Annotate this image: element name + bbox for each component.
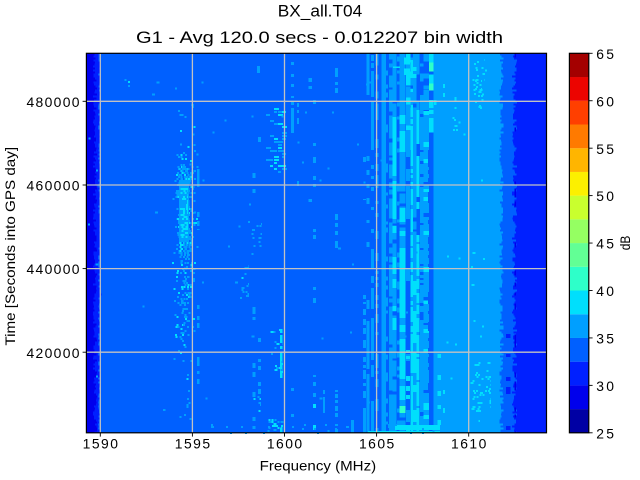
svg-text:60: 60 — [596, 93, 614, 109]
svg-text:40: 40 — [596, 283, 614, 299]
svg-text:55: 55 — [596, 141, 614, 157]
svg-text:35: 35 — [596, 331, 614, 347]
svg-text:1605: 1605 — [359, 435, 395, 451]
svg-text:1600: 1600 — [267, 435, 303, 451]
svg-text:460000: 460000 — [27, 178, 80, 194]
svg-text:1590: 1590 — [83, 435, 119, 451]
svg-text:420000: 420000 — [27, 345, 80, 361]
svg-text:1610: 1610 — [451, 435, 487, 451]
svg-text:BX_all.T04: BX_all.T04 — [278, 2, 363, 21]
svg-text:G1 - Avg 120.0 secs - 0.012207: G1 - Avg 120.0 secs - 0.012207 bin width — [136, 28, 503, 47]
svg-text:1595: 1595 — [175, 435, 211, 451]
svg-text:Time [Seconds into GPS day]: Time [Seconds into GPS day] — [2, 147, 18, 346]
svg-text:480000: 480000 — [27, 94, 80, 110]
svg-text:440000: 440000 — [27, 261, 80, 277]
svg-text:30: 30 — [596, 378, 614, 394]
svg-text:dB: dB — [617, 236, 633, 251]
svg-text:65: 65 — [596, 46, 614, 62]
svg-text:50: 50 — [596, 188, 614, 204]
svg-text:25: 25 — [596, 425, 614, 441]
svg-text:Frequency (MHz): Frequency (MHz) — [260, 458, 377, 474]
svg-text:45: 45 — [596, 236, 614, 252]
